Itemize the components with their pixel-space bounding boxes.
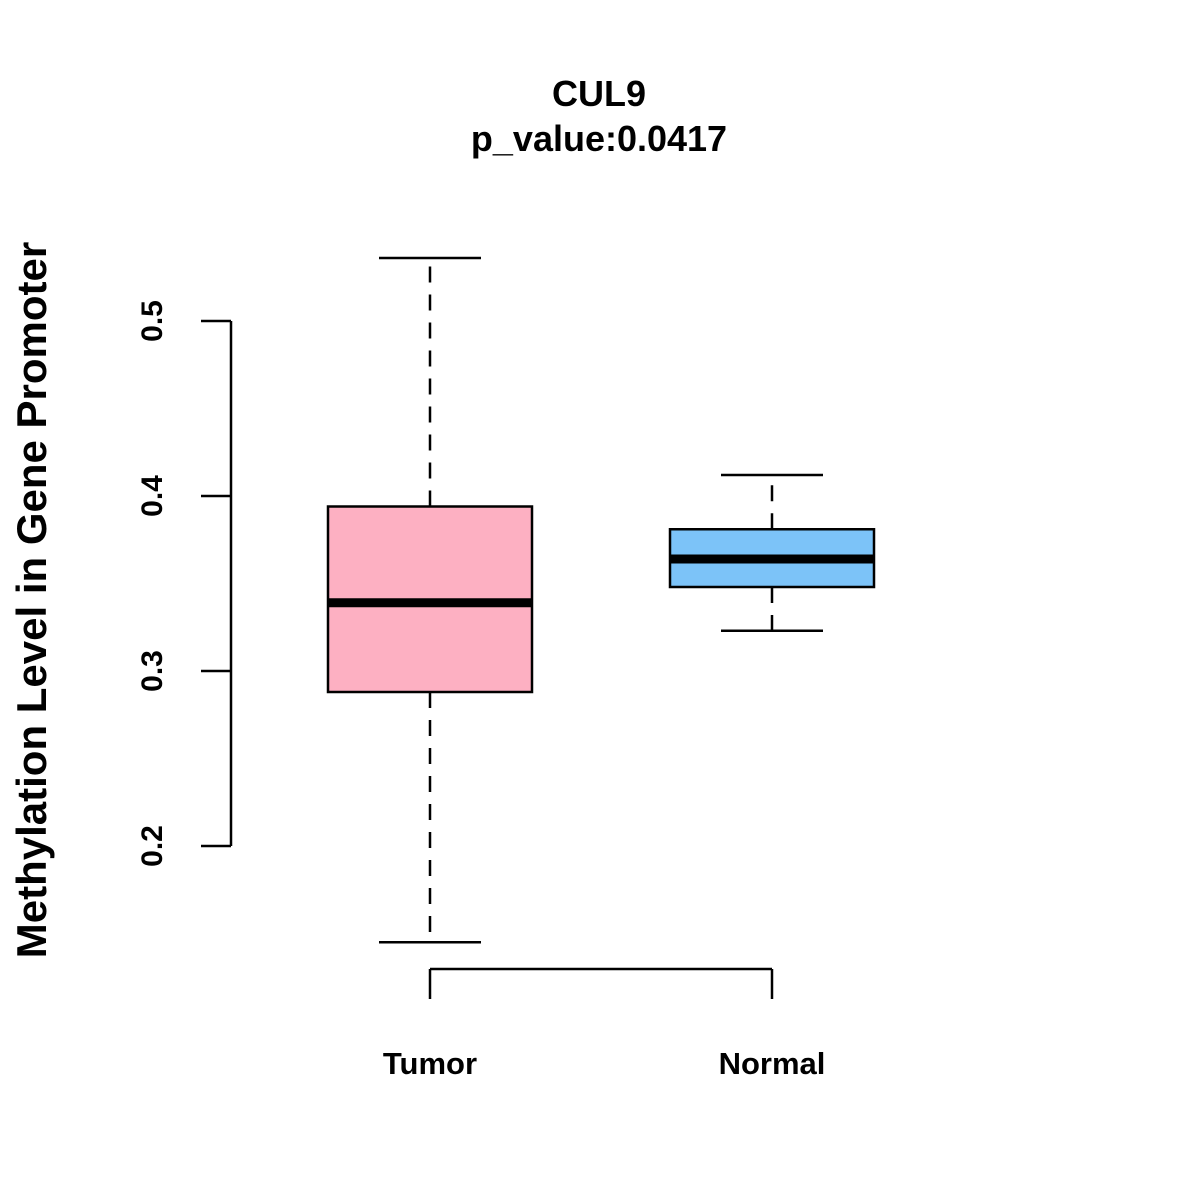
y-axis-label: Methylation Level in Gene Promoter xyxy=(8,242,55,958)
chart-subtitle: p_value:0.0417 xyxy=(471,118,727,159)
y-axis: 0.2 0.3 0.4 0.5 xyxy=(136,300,233,867)
box-group xyxy=(326,256,876,944)
chart-title: CUL9 xyxy=(552,73,646,114)
y-tick-label: 0.4 xyxy=(136,475,169,517)
x-tick-label-normal: Normal xyxy=(719,1046,826,1081)
y-tick-label: 0.2 xyxy=(136,825,169,867)
x-axis: Tumor Normal xyxy=(383,967,826,1081)
x-tick-label-tumor: Tumor xyxy=(383,1046,477,1081)
box-tumor xyxy=(326,256,534,944)
y-tick-label: 0.5 xyxy=(136,300,169,342)
box-normal xyxy=(668,473,876,632)
y-tick-label: 0.3 xyxy=(136,650,169,692)
